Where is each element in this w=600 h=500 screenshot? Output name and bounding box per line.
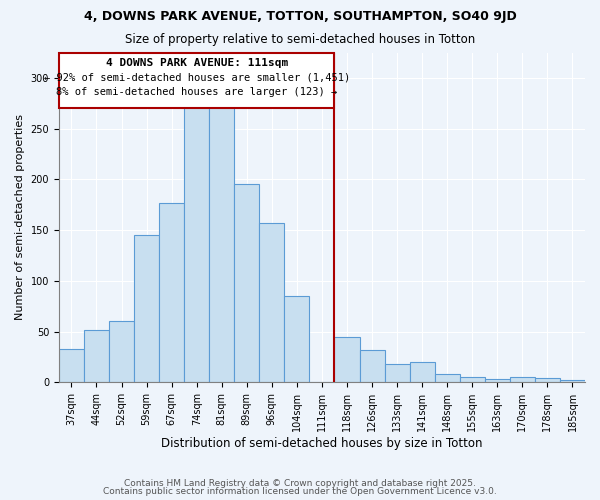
Bar [84,330,109,382]
Bar [410,362,434,382]
Bar [184,95,209,382]
Bar [109,322,134,382]
X-axis label: Distribution of semi-detached houses by size in Totton: Distribution of semi-detached houses by … [161,437,483,450]
Bar [234,184,259,382]
Bar [209,100,234,382]
Text: 4, DOWNS PARK AVENUE, TOTTON, SOUTHAMPTON, SO40 9JD: 4, DOWNS PARK AVENUE, TOTTON, SOUTHAMPTO… [83,10,517,23]
Bar [334,336,359,382]
Bar [359,350,385,382]
Bar [159,202,184,382]
Bar [284,296,310,382]
Bar [434,374,460,382]
FancyBboxPatch shape [59,52,334,108]
Bar [535,378,560,382]
Bar [560,380,585,382]
Text: 8% of semi-detached houses are larger (123) →: 8% of semi-detached houses are larger (1… [56,87,337,97]
Text: 4 DOWNS PARK AVENUE: 111sqm: 4 DOWNS PARK AVENUE: 111sqm [106,58,288,68]
Bar [59,349,84,382]
Text: ← 92% of semi-detached houses are smaller (1,451): ← 92% of semi-detached houses are smalle… [44,73,350,83]
Bar [510,378,535,382]
Y-axis label: Number of semi-detached properties: Number of semi-detached properties [15,114,25,320]
Bar [259,223,284,382]
Bar [460,378,485,382]
Text: Contains HM Land Registry data © Crown copyright and database right 2025.: Contains HM Land Registry data © Crown c… [124,478,476,488]
Text: Contains public sector information licensed under the Open Government Licence v3: Contains public sector information licen… [103,487,497,496]
Bar [485,380,510,382]
Bar [134,235,159,382]
Bar [385,364,410,382]
Text: Size of property relative to semi-detached houses in Totton: Size of property relative to semi-detach… [125,32,475,46]
